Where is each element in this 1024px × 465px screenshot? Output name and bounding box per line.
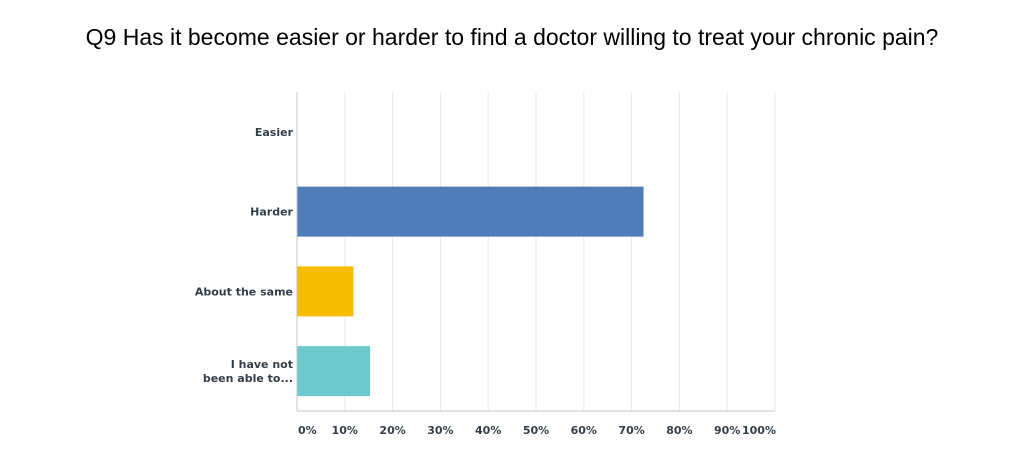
x-tick-label: 90% (714, 424, 740, 437)
x-tick-label: 100% (742, 424, 776, 437)
bar (297, 266, 354, 317)
x-tick-label: 70% (618, 424, 644, 437)
bar (297, 186, 644, 237)
x-tick-label: 30% (427, 424, 453, 437)
chart-title: Q9 Has it become easier or harder to fin… (85, 24, 939, 50)
axes (296, 92, 775, 412)
x-tick-label: 0% (298, 424, 317, 437)
category-label: About the same (195, 285, 293, 298)
x-tick-label: 60% (571, 424, 597, 437)
bars (297, 186, 644, 397)
x-tick-label: 40% (475, 424, 501, 437)
x-tick-label: 10% (332, 424, 358, 437)
category-label: I have not (231, 358, 293, 371)
x-tick-label: 50% (523, 424, 549, 437)
gridlines (344, 92, 776, 411)
category-label: Harder (250, 206, 293, 219)
category-label: been able to... (203, 372, 293, 385)
x-tick-label: 20% (379, 424, 405, 437)
tick-labels: 0% 10% 20% 30% 40% 50% 60% 70% 80% 90% 100% (298, 424, 776, 437)
category-labels: Easier Harder About the same I have notbeen… (195, 126, 294, 385)
bar (297, 346, 371, 397)
x-tick-label: 80% (666, 424, 692, 437)
category-label: Easier (255, 126, 294, 139)
